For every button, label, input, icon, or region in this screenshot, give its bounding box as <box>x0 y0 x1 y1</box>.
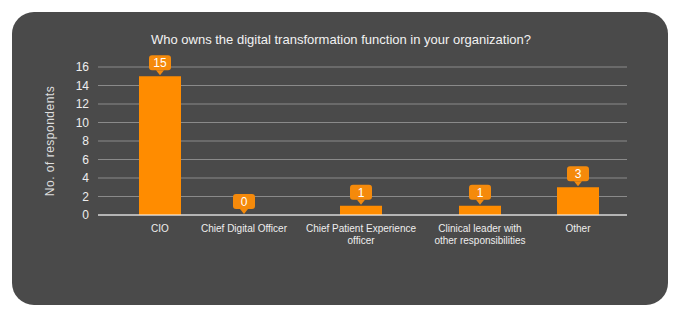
y-axis-label: No. of respondents <box>43 86 57 196</box>
data-label-box <box>149 55 171 70</box>
y-tick-label: 4 <box>82 171 89 185</box>
x-tick-label-line: Other <box>565 223 591 234</box>
x-tick-label: CIO <box>151 223 169 234</box>
y-tick-label: 8 <box>82 134 89 148</box>
y-tick-label: 10 <box>76 116 90 130</box>
title: Who owns the digital transformation func… <box>151 32 531 47</box>
y-tick-label: 0 <box>82 208 89 222</box>
y-tick-label: 12 <box>76 97 90 111</box>
bar <box>340 206 382 215</box>
x-tick-label: Chief Digital Officer <box>201 223 288 234</box>
bar <box>459 206 501 215</box>
x-tick-label-line: Clinical leader with <box>438 223 521 234</box>
y-tick-label: 2 <box>82 190 89 204</box>
x-tick-label-line: Chief Digital Officer <box>201 223 288 234</box>
x-tick-label: Chief Patient Experienceofficer <box>306 223 417 246</box>
data-label: 3 <box>575 167 582 181</box>
data-label-pointer <box>357 200 365 205</box>
y-tick-label: 6 <box>82 153 89 167</box>
data-label-box <box>350 185 372 200</box>
y-tick-label: 14 <box>76 79 90 93</box>
x-axis-line <box>98 215 627 216</box>
data-label-pointer <box>476 200 484 205</box>
bar <box>139 76 181 215</box>
x-tick-label-line: CIO <box>151 223 169 234</box>
data-label-box <box>233 194 255 209</box>
data-label: 1 <box>358 186 365 200</box>
labels: CIO 15 Chief Digital Officer 0 Chief Patient… <box>149 55 591 246</box>
data-label-box <box>469 185 491 200</box>
panel <box>12 12 668 305</box>
x-tick-label-line: Chief Patient Experience <box>306 223 417 234</box>
grid-line <box>98 215 627 216</box>
data-label: 1 <box>477 186 484 200</box>
bar <box>557 187 599 215</box>
x-tick-label: Clinical leader withother responsibiliti… <box>434 223 525 246</box>
data-label-pointer <box>156 70 164 75</box>
x-tick-label-line: officer <box>347 235 375 246</box>
data-label: 0 <box>241 195 248 209</box>
y-tick-label: 16 <box>76 60 90 74</box>
data-label-pointer <box>574 181 582 186</box>
x-tick-label: Other <box>565 223 591 234</box>
bars <box>139 76 599 215</box>
x-tick-label-line: other responsibilities <box>434 235 525 246</box>
grid-line <box>98 67 627 68</box>
data-label: 15 <box>153 56 167 70</box>
data-label-pointer <box>240 209 248 214</box>
chart: Who owns the digital transformation func… <box>0 0 683 317</box>
data-label-box <box>567 166 589 181</box>
